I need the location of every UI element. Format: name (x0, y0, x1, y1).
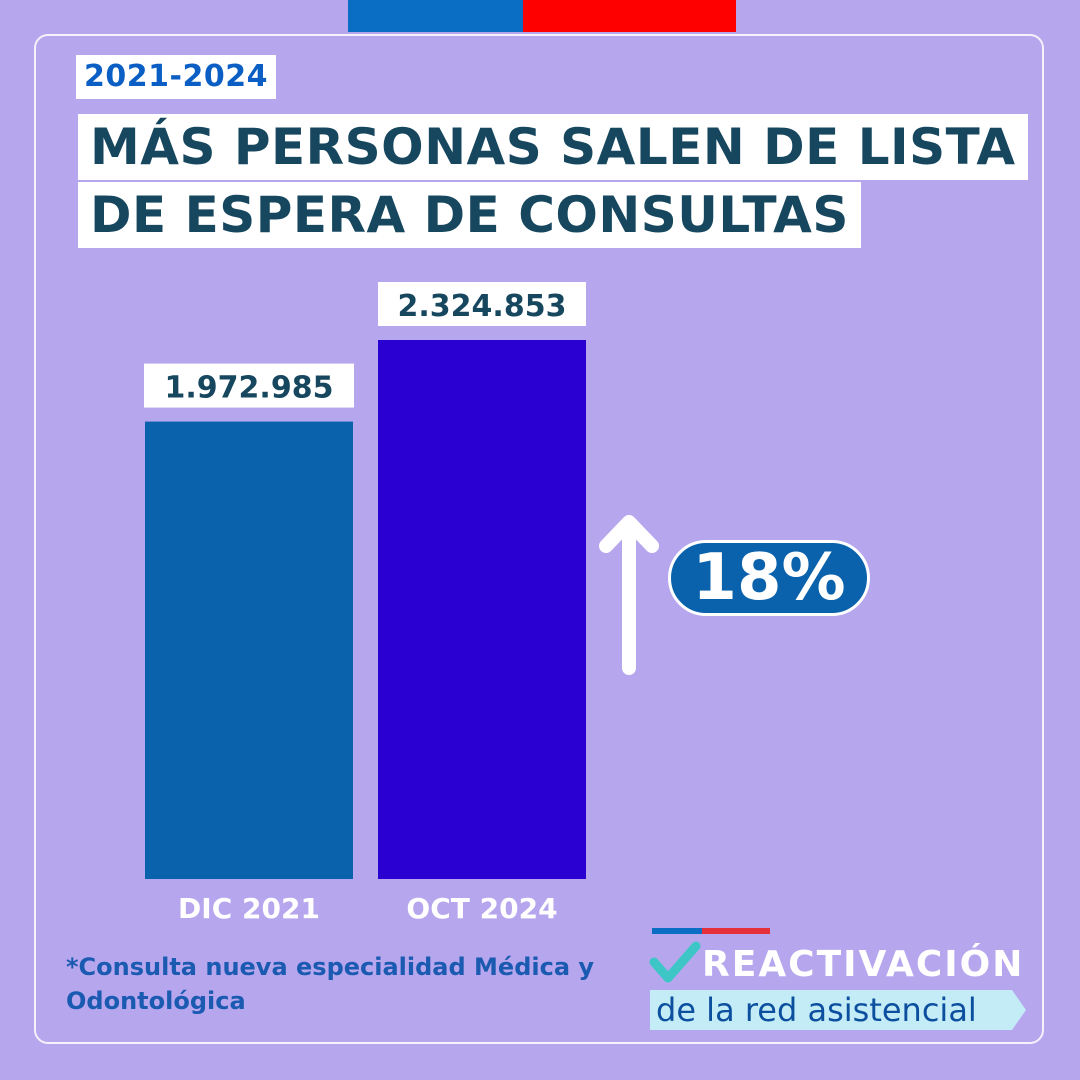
category-label-2: OCT 2024 (406, 892, 557, 925)
value-label-2: 2.324.853 (398, 289, 567, 324)
logo-subtitle: de la red asistencial (656, 991, 977, 1029)
logo-subtitle-band (650, 990, 1026, 1030)
category-label-1: DIC 2021 (178, 892, 320, 925)
footnote: *Consulta nueva especialidad Médica y Od… (66, 953, 595, 1015)
title-line-1: MÁS PERSONAS SALEN DE LISTA (78, 114, 1028, 180)
logo-flag-lines (652, 928, 770, 934)
percent-change-badge: 18% (668, 540, 870, 616)
logo-word: REACTIVACIÓN (702, 944, 1025, 985)
year-range-tag: 2021-2024 (76, 55, 276, 99)
check-icon (649, 941, 701, 983)
flag-bar-red (523, 0, 736, 32)
value-label-bg-1 (144, 363, 354, 408)
flag-bar-blue (348, 0, 523, 32)
content-frame (34, 34, 1044, 1044)
bar-1 (145, 421, 353, 879)
bar-2 (378, 340, 586, 879)
title-line-2: DE ESPERA DE CONSULTAS (78, 182, 861, 248)
value-label-bg-2 (378, 282, 586, 326)
up-arrow-icon (599, 515, 659, 675)
value-label-1: 1.972.985 (165, 371, 334, 406)
